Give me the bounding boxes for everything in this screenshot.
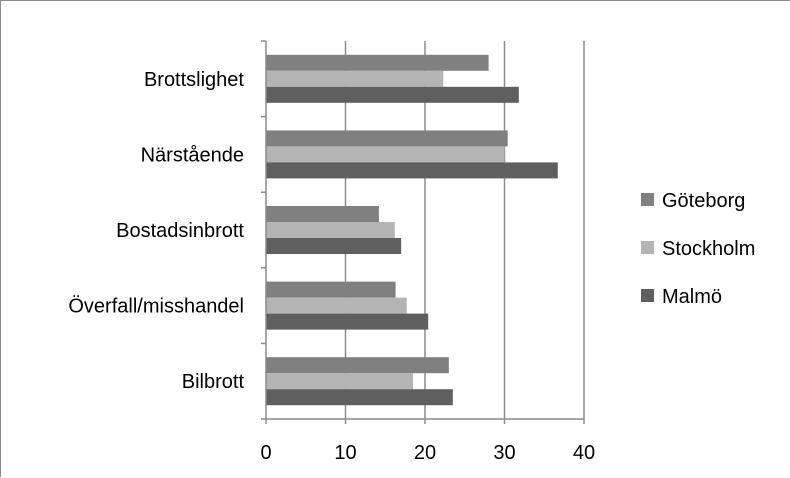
x-tick-label-20: 20 [414,442,436,464]
bar-stockholm-0 [266,70,444,87]
x-tick-label-10: 10 [334,442,356,464]
legend-label-malmö: Malmö [662,286,722,308]
x-tick-label-0: 0 [260,442,271,464]
legend-swatch-malmö [641,289,654,302]
legend-swatch-göteborg [641,193,654,206]
bar-göteborg-1 [266,130,508,147]
x-tick-label-40: 40 [573,442,595,464]
category-label-1: Närstående [141,144,244,166]
bar-malmö-1 [266,162,558,179]
category-label-4: Bilbrott [182,371,245,393]
bar-göteborg-3 [266,281,396,298]
bar-malmö-2 [266,238,402,254]
category-label-2: Bostadsinbrott [116,220,244,242]
category-label-3: Överfall/misshandel [68,296,244,318]
bar-göteborg-2 [266,206,379,222]
legend-swatch-stockholm [641,241,654,254]
bar-malmö-4 [266,389,453,406]
bar-göteborg-4 [266,357,449,374]
bar-stockholm-3 [266,297,407,314]
bar-stockholm-2 [266,222,395,238]
bars [266,54,558,406]
bar-göteborg-0 [266,54,489,71]
category-label-0: Brottslighet [144,69,244,91]
bar-stockholm-1 [266,146,505,163]
bar-stockholm-4 [266,373,414,390]
legend-label-göteborg: Göteborg [662,190,745,212]
legend-label-stockholm: Stockholm [662,238,755,260]
legend: Göteborg Stockholm Malmö [641,190,755,308]
tick-labels: 0 10 20 30 40 Brottslighet Närstående Bostadsin… [68,69,595,464]
bar-malmö-0 [266,86,519,103]
axes [261,40,585,424]
x-tick-label-30: 30 [493,442,515,464]
bar-malmö-3 [266,313,429,330]
